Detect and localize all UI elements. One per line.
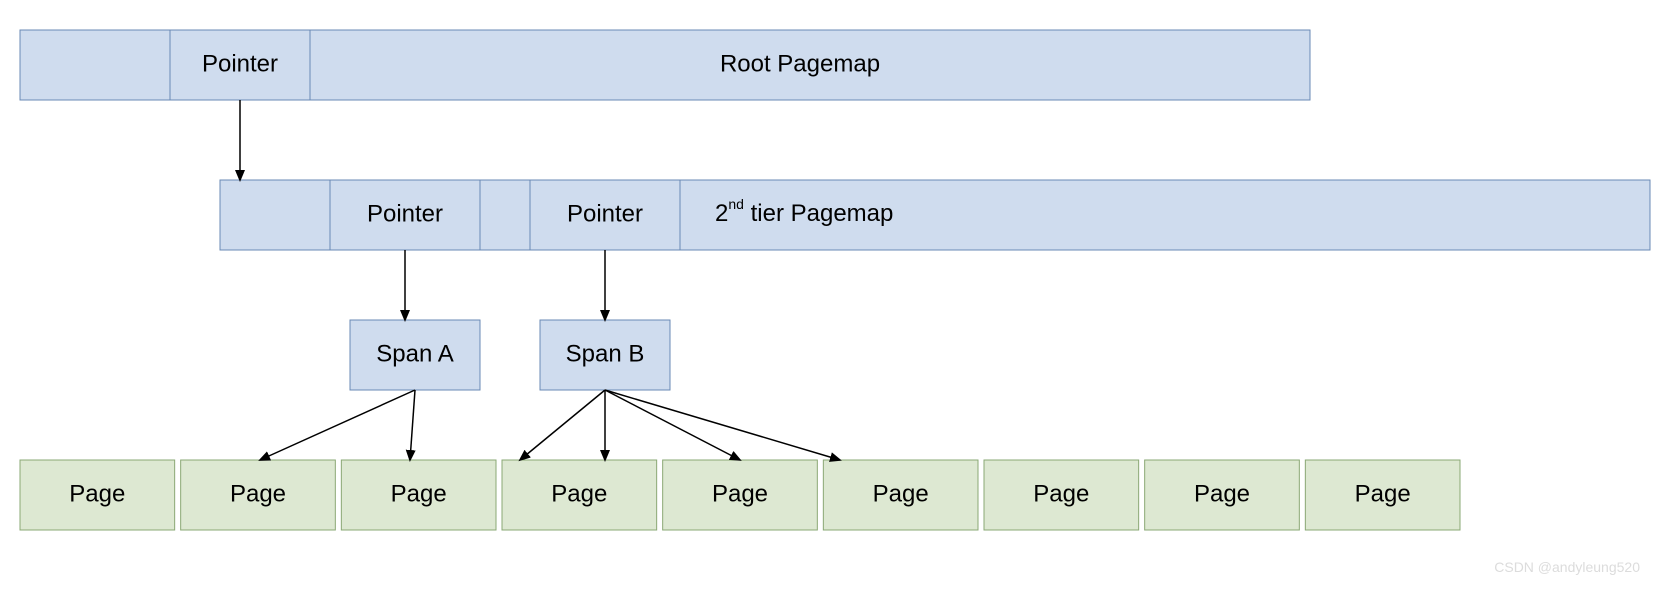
span-label-1: Span B (566, 340, 645, 367)
span-label-0: Span A (376, 340, 453, 367)
page-label-2: Page (391, 480, 447, 507)
tier2-pointer-0: Pointer (367, 200, 443, 227)
arrow-8 (605, 390, 840, 460)
page-label-3: Page (551, 480, 607, 507)
page-label-7: Page (1194, 480, 1250, 507)
page-label-4: Page (712, 480, 768, 507)
arrow-4 (410, 390, 415, 460)
arrow-5 (520, 390, 605, 460)
page-label-5: Page (873, 480, 929, 507)
page-label-6: Page (1033, 480, 1089, 507)
arrow-7 (605, 390, 740, 460)
page-label-0: Page (69, 480, 125, 507)
watermark: CSDN @andyleung520 (1494, 559, 1640, 575)
arrow-3 (260, 390, 415, 460)
page-label-8: Page (1355, 480, 1411, 507)
pagemap-diagram: PointerRoot PagemapPointerPointer2nd tie… (0, 0, 1660, 590)
page-label-1: Page (230, 480, 286, 507)
root-pagemap-title: Root Pagemap (720, 50, 880, 77)
tier2-pointer-1: Pointer (567, 200, 643, 227)
root-pointer-label: Pointer (202, 50, 278, 77)
